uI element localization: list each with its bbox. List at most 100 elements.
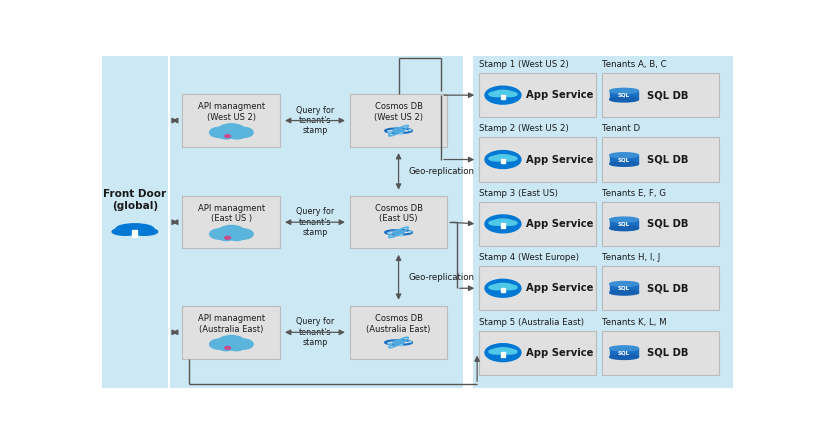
Text: Query for
tenant's
stamp: Query for tenant's stamp xyxy=(295,106,334,136)
Ellipse shape xyxy=(232,229,253,239)
Bar xyxy=(610,348,638,357)
Ellipse shape xyxy=(610,153,638,158)
Bar xyxy=(501,288,505,292)
Ellipse shape xyxy=(210,229,230,239)
Ellipse shape xyxy=(232,127,253,138)
Text: App Service: App Service xyxy=(527,219,593,229)
Ellipse shape xyxy=(400,345,402,346)
Text: Front Door
(global): Front Door (global) xyxy=(103,189,166,211)
Ellipse shape xyxy=(485,150,521,169)
Text: Stamp 3 (East US): Stamp 3 (East US) xyxy=(479,189,558,198)
Ellipse shape xyxy=(400,133,402,134)
Text: Cosmos DB
(East US): Cosmos DB (East US) xyxy=(374,204,422,224)
Text: Stamp 4 (West Europe): Stamp 4 (West Europe) xyxy=(479,253,579,262)
Text: Tenants A, B, C: Tenants A, B, C xyxy=(602,60,667,69)
Ellipse shape xyxy=(210,339,230,349)
Ellipse shape xyxy=(217,124,245,138)
Text: SQL: SQL xyxy=(618,93,630,98)
Ellipse shape xyxy=(225,236,230,239)
Text: SQL: SQL xyxy=(618,350,630,355)
Ellipse shape xyxy=(493,348,513,354)
Ellipse shape xyxy=(218,232,234,241)
Bar xyxy=(610,155,638,164)
Text: SQL: SQL xyxy=(618,157,630,162)
Ellipse shape xyxy=(388,131,391,132)
Bar xyxy=(473,56,733,388)
Text: Tenants H, I, J: Tenants H, I, J xyxy=(602,253,660,262)
Ellipse shape xyxy=(409,341,411,342)
Bar xyxy=(602,202,719,246)
Bar xyxy=(602,73,719,117)
Text: App Service: App Service xyxy=(527,348,593,358)
Bar xyxy=(501,159,505,163)
Ellipse shape xyxy=(393,230,404,235)
Ellipse shape xyxy=(232,339,253,349)
Ellipse shape xyxy=(501,220,517,225)
Ellipse shape xyxy=(610,97,638,102)
Bar xyxy=(602,137,719,182)
Ellipse shape xyxy=(112,228,138,235)
Bar xyxy=(350,94,448,147)
Ellipse shape xyxy=(610,346,638,351)
Ellipse shape xyxy=(610,290,638,295)
Text: App Service: App Service xyxy=(527,90,593,100)
Text: SQL DB: SQL DB xyxy=(647,283,689,293)
Bar xyxy=(610,284,638,293)
Ellipse shape xyxy=(400,235,402,236)
Ellipse shape xyxy=(610,217,638,222)
Text: SQL DB: SQL DB xyxy=(647,219,689,229)
Ellipse shape xyxy=(388,233,391,234)
Text: SQL: SQL xyxy=(618,286,630,291)
Ellipse shape xyxy=(501,156,517,161)
Text: Query for
tenant's
stamp: Query for tenant's stamp xyxy=(295,207,334,237)
Text: App Service: App Service xyxy=(527,154,593,165)
Ellipse shape xyxy=(393,340,404,345)
Bar xyxy=(133,230,138,237)
Ellipse shape xyxy=(493,90,513,96)
Text: Tenants E, F, G: Tenants E, F, G xyxy=(602,189,666,198)
Ellipse shape xyxy=(131,228,158,235)
Bar xyxy=(182,196,280,249)
Ellipse shape xyxy=(388,343,391,344)
Ellipse shape xyxy=(493,283,513,289)
Ellipse shape xyxy=(501,92,517,97)
Bar xyxy=(610,91,638,99)
Text: Tenant D: Tenant D xyxy=(602,125,640,133)
Ellipse shape xyxy=(228,342,245,351)
Ellipse shape xyxy=(501,285,517,290)
Text: Geo-replication: Geo-replication xyxy=(408,167,474,176)
Ellipse shape xyxy=(610,355,638,359)
Ellipse shape xyxy=(501,349,517,354)
Bar xyxy=(182,306,280,359)
Ellipse shape xyxy=(409,129,411,131)
Ellipse shape xyxy=(610,282,638,286)
Ellipse shape xyxy=(218,131,234,139)
Text: Stamp 2 (West US 2): Stamp 2 (West US 2) xyxy=(479,125,569,133)
Bar xyxy=(479,73,596,117)
Bar xyxy=(479,202,596,246)
Ellipse shape xyxy=(485,344,521,362)
Bar xyxy=(350,196,448,249)
Bar xyxy=(501,223,505,228)
Bar xyxy=(102,56,168,388)
Ellipse shape xyxy=(489,92,505,97)
Ellipse shape xyxy=(610,88,638,93)
Ellipse shape xyxy=(610,226,638,231)
Bar xyxy=(602,266,719,310)
Ellipse shape xyxy=(116,224,154,234)
Text: API managment
(East US ): API managment (East US ) xyxy=(198,204,265,224)
Bar xyxy=(350,306,448,359)
Text: SQL: SQL xyxy=(618,221,630,227)
Text: Stamp 1 (West US 2): Stamp 1 (West US 2) xyxy=(479,60,569,69)
Ellipse shape xyxy=(485,279,521,297)
Bar xyxy=(479,266,596,310)
Text: SQL DB: SQL DB xyxy=(647,348,689,358)
Bar xyxy=(182,94,280,147)
Ellipse shape xyxy=(493,219,513,225)
Ellipse shape xyxy=(225,346,230,349)
Text: App Service: App Service xyxy=(527,283,593,293)
Ellipse shape xyxy=(218,342,234,351)
Text: Cosmos DB
(West US 2): Cosmos DB (West US 2) xyxy=(374,103,423,122)
Ellipse shape xyxy=(485,86,521,104)
Ellipse shape xyxy=(228,131,245,139)
